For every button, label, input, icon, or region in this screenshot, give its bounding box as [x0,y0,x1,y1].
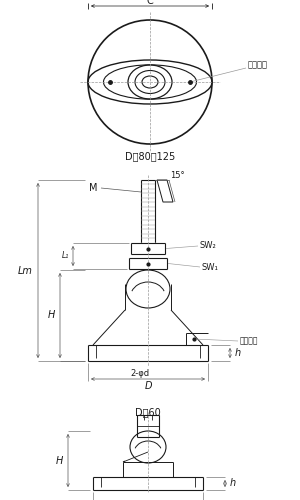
Text: かくし穴: かくし穴 [240,336,259,345]
Text: 2-φd: 2-φd [130,370,150,378]
Text: L₁: L₁ [62,252,69,260]
Text: SW₁: SW₁ [202,262,219,272]
Text: ガイド穴: ガイド穴 [248,60,268,70]
Text: D＝80～125: D＝80～125 [125,151,175,161]
Text: H: H [48,310,55,320]
Text: C: C [147,0,153,6]
Text: D: D [144,381,152,391]
Text: H: H [56,456,63,466]
Text: h: h [230,478,236,488]
Text: SW₂: SW₂ [200,242,217,250]
Text: Lm: Lm [18,266,33,276]
Text: h: h [235,348,241,358]
Text: 15°: 15° [170,172,184,180]
Text: M: M [89,183,97,193]
Text: D＝60: D＝60 [135,407,161,417]
